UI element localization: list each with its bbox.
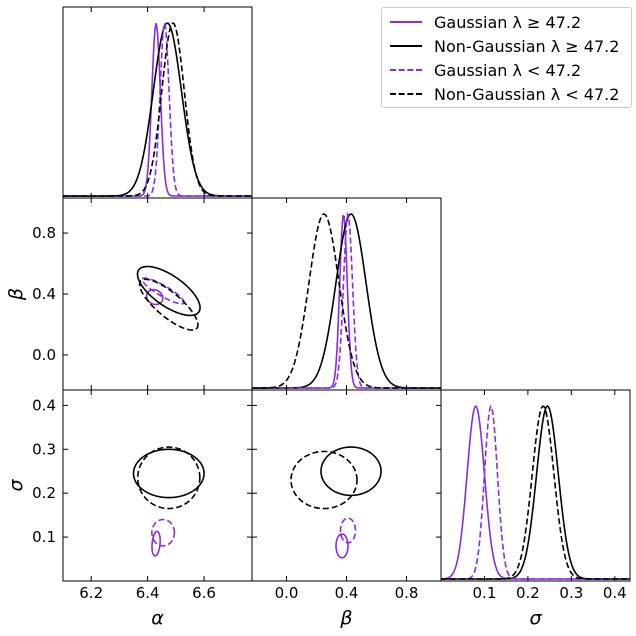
contour-panel-beta-sigma bbox=[290, 446, 382, 559]
legend-swatch bbox=[390, 21, 422, 23]
marginal-curve-alpha-1 bbox=[63, 22, 252, 197]
x-tick-label-alpha: 6.2 bbox=[79, 584, 103, 602]
legend-item-gaussian-low: Gaussian λ < 47.2 bbox=[390, 59, 581, 81]
x-tick-label-sigma: 0.4 bbox=[603, 584, 627, 602]
contour-alpha-sigma-3 bbox=[136, 446, 201, 510]
contour-beta-sigma-0 bbox=[335, 533, 349, 559]
x-tick-label-beta: 0.8 bbox=[395, 584, 419, 602]
legend-label: Gaussian λ < 47.2 bbox=[434, 60, 582, 80]
legend-item-gaussian-high: Gaussian λ ≥ 47.2 bbox=[390, 11, 581, 33]
marginal-curve-alpha-0 bbox=[63, 23, 252, 197]
contour-alpha-beta-2 bbox=[141, 277, 185, 305]
legend-item-nongaussian-high: Non-Gaussian λ ≥ 47.2 bbox=[390, 35, 619, 57]
contour-beta-sigma-3 bbox=[290, 450, 358, 510]
y-tick-label-beta: 0.0 bbox=[32, 346, 56, 364]
contour-alpha-sigma-2 bbox=[151, 518, 176, 547]
x-axis-label-sigma: σ bbox=[529, 607, 542, 629]
legend-label: Non-Gaussian λ ≥ 47.2 bbox=[434, 36, 620, 56]
x-tick-label-sigma: 0.3 bbox=[559, 584, 583, 602]
y-axis-label-sigma: σ bbox=[5, 479, 27, 492]
legend: Gaussian λ ≥ 47.2 Non-Gaussian λ ≥ 47.2 … bbox=[381, 7, 632, 108]
marginal-curve-sigma-2 bbox=[441, 404, 630, 580]
marginal-curve-sigma-1 bbox=[441, 404, 630, 580]
y-tick-label-beta: 0.4 bbox=[32, 285, 56, 303]
marginal-sigma bbox=[441, 404, 630, 580]
y-axis-label-beta: β bbox=[5, 288, 27, 301]
y-tick-label-sigma: 0.2 bbox=[32, 484, 56, 502]
marginal-alpha bbox=[63, 22, 252, 197]
marginal-curve-sigma-0 bbox=[441, 405, 630, 580]
y-tick-label-sigma: 0.1 bbox=[32, 528, 56, 546]
marginal-curve-alpha-2 bbox=[63, 22, 252, 197]
legend-swatch bbox=[390, 93, 422, 95]
marginal-curve-beta-1 bbox=[252, 213, 441, 389]
contour-beta-sigma-2 bbox=[339, 517, 357, 544]
contour-alpha-sigma-0 bbox=[151, 530, 161, 557]
contour-alpha-beta-0 bbox=[145, 288, 164, 306]
x-tick-label-sigma: 0.2 bbox=[516, 584, 540, 602]
y-tick-label-beta: 0.8 bbox=[32, 224, 56, 242]
contour-alpha-sigma-1 bbox=[132, 448, 205, 499]
x-tick-label-alpha: 6.6 bbox=[192, 584, 216, 602]
marginal-curve-beta-2 bbox=[252, 211, 441, 389]
legend-swatch bbox=[390, 69, 422, 71]
x-tick-label-sigma: 0.1 bbox=[473, 584, 497, 602]
contour-panel-alpha-beta bbox=[136, 265, 201, 331]
tick-labels: 6.2 6.4 6.6 α 0.0 0.4 0.8 β 0.1 0.2 0.3 0.4 σ 0.0 0.4 0… bbox=[5, 224, 627, 629]
marginal-curve-alpha-3 bbox=[63, 22, 252, 197]
legend-item-nongaussian-low: Non-Gaussian λ < 47.2 bbox=[390, 83, 619, 105]
x-tick-label-beta: 0.4 bbox=[335, 584, 359, 602]
panel-frame-22 bbox=[440, 389, 631, 582]
contour-beta-sigma-1 bbox=[320, 446, 382, 497]
marginal-curve-beta-0 bbox=[252, 214, 441, 389]
x-tick-label-beta: 0.0 bbox=[275, 584, 299, 602]
y-tick-label-sigma: 0.3 bbox=[32, 440, 56, 458]
legend-label: Non-Gaussian λ < 47.2 bbox=[434, 84, 620, 104]
x-axis-label-alpha: α bbox=[151, 607, 164, 629]
marginal-beta bbox=[252, 211, 441, 389]
legend-swatch bbox=[390, 45, 422, 47]
marginal-curve-beta-3 bbox=[252, 213, 441, 389]
legend-label: Gaussian λ ≥ 47.2 bbox=[434, 12, 582, 32]
y-tick-label-sigma: 0.4 bbox=[32, 396, 56, 414]
tick-marks bbox=[63, 7, 616, 581]
contour-alpha-beta-3 bbox=[138, 278, 199, 331]
curves-layer bbox=[63, 22, 630, 580]
contour-alpha-beta-1 bbox=[136, 265, 201, 317]
contour-panel-alpha-sigma bbox=[132, 446, 205, 557]
x-axis-label-beta: β bbox=[339, 607, 352, 629]
x-tick-label-alpha: 6.4 bbox=[136, 584, 160, 602]
marginal-curve-sigma-3 bbox=[441, 405, 630, 580]
